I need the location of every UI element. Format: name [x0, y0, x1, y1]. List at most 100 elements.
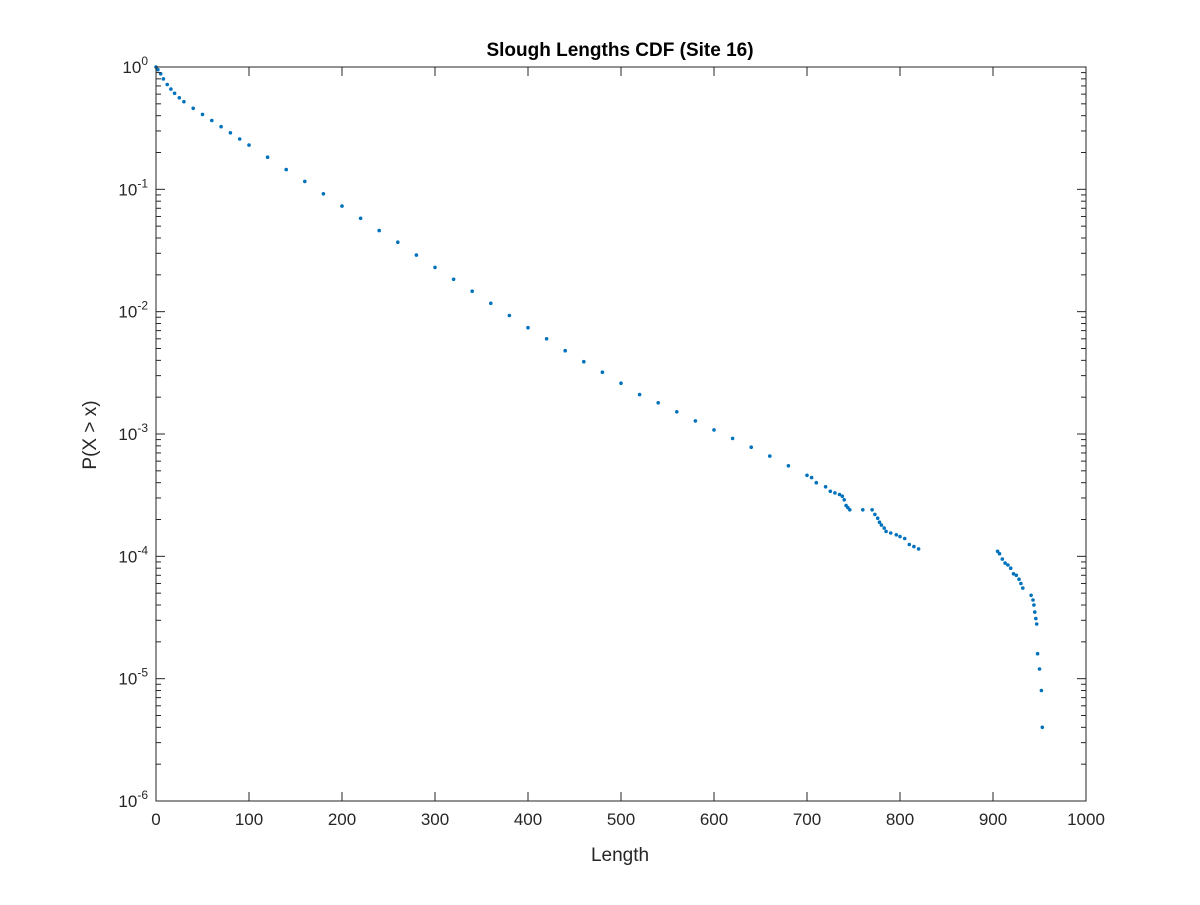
- data-point: [1021, 586, 1025, 590]
- data-point: [544, 337, 549, 341]
- data-point: [814, 480, 819, 485]
- y-axis-label: P(X > x): [80, 400, 101, 469]
- data-point: [377, 228, 382, 233]
- data-point: [833, 491, 837, 495]
- data-point: [563, 348, 567, 353]
- data-point: [582, 359, 586, 364]
- data-point: [396, 240, 400, 244]
- data-point: [879, 523, 884, 527]
- x-tick-label: 900: [979, 810, 1007, 829]
- data-point: [265, 155, 270, 159]
- x-tick-label: 800: [886, 810, 914, 829]
- data-point: [875, 516, 880, 520]
- data-point: [712, 428, 716, 432]
- data-point: [182, 99, 186, 104]
- data-point: [340, 204, 344, 208]
- data-point: [219, 124, 223, 129]
- data-point: [1034, 616, 1038, 621]
- data-point: [284, 167, 289, 172]
- y-tick-label: 100: [122, 54, 148, 77]
- data-point: [507, 313, 512, 318]
- data-point: [730, 436, 735, 441]
- data-point: [414, 253, 419, 257]
- data-point: [1032, 603, 1036, 607]
- x-tick-label: 0: [151, 810, 160, 829]
- data-point: [656, 401, 660, 405]
- data-point: [451, 277, 456, 282]
- data-point: [1003, 561, 1007, 565]
- data-point: [433, 265, 437, 270]
- data-point: [1006, 563, 1010, 567]
- data-point: [1000, 557, 1005, 561]
- data-point: [848, 508, 852, 512]
- data-point: [809, 475, 814, 480]
- data-point: [840, 494, 845, 499]
- data-point: [489, 301, 493, 306]
- data-point: [894, 533, 899, 537]
- data-point: [177, 96, 182, 100]
- data-point: [1029, 593, 1033, 598]
- data-point: [861, 508, 865, 512]
- data-point: [1039, 688, 1044, 693]
- data-point: [358, 216, 363, 221]
- y-tick-label: 10-6: [118, 788, 148, 811]
- data-point: [912, 544, 916, 549]
- data-point: [165, 82, 169, 87]
- data-point: [837, 492, 842, 497]
- data-point: [169, 87, 173, 91]
- data-point: [995, 549, 1000, 554]
- data-point: [1019, 581, 1023, 586]
- data-point: [997, 551, 1002, 556]
- y-tick-label: 10-2: [118, 299, 148, 322]
- data-point: [916, 547, 921, 551]
- data-point: [873, 512, 877, 517]
- x-tick-label: 100: [235, 810, 263, 829]
- x-tick-label: 200: [328, 810, 356, 829]
- data-point: [303, 179, 307, 184]
- data-point: [675, 410, 679, 414]
- data-point: [786, 464, 791, 468]
- x-tick-label: 600: [700, 810, 728, 829]
- data-point: [902, 536, 907, 541]
- data-point: [237, 137, 242, 141]
- data-point: [210, 118, 214, 123]
- data-point: [526, 325, 530, 330]
- data-point: [1040, 725, 1045, 730]
- data-point: [842, 498, 846, 502]
- data-point: [1035, 651, 1040, 656]
- data-point: [882, 526, 886, 530]
- data-point: [805, 473, 809, 478]
- chart-title: Slough Lengths CDF (Site 16): [486, 40, 753, 61]
- data-point: [888, 531, 893, 535]
- data-point: [247, 143, 251, 147]
- x-axis-label: Length: [591, 845, 649, 866]
- data-point: [228, 131, 233, 135]
- y-tick-label: 10-4: [118, 543, 148, 566]
- data-point: [161, 77, 166, 81]
- data-point: [191, 106, 195, 111]
- data-point: [768, 454, 772, 458]
- data-point: [898, 534, 902, 539]
- data-point: [1031, 598, 1035, 602]
- data-point: [156, 67, 160, 72]
- data-point: [823, 485, 828, 489]
- data-point: [321, 192, 326, 196]
- data-point: [470, 289, 475, 294]
- data-point: [693, 419, 698, 423]
- data-point: [637, 392, 642, 397]
- data-point: [1037, 667, 1042, 671]
- data-point: [1033, 610, 1037, 614]
- x-tick-label: 500: [607, 810, 635, 829]
- x-tick-label: 1000: [1067, 810, 1105, 829]
- data-point: [870, 508, 874, 512]
- data-point: [600, 370, 605, 375]
- plot-area: [156, 67, 1086, 801]
- data-point: [1014, 573, 1019, 578]
- x-tick-label: 700: [793, 810, 821, 829]
- data-point: [200, 112, 205, 117]
- data-point: [907, 542, 912, 547]
- data-point: [1034, 622, 1039, 626]
- data-point: [619, 381, 623, 386]
